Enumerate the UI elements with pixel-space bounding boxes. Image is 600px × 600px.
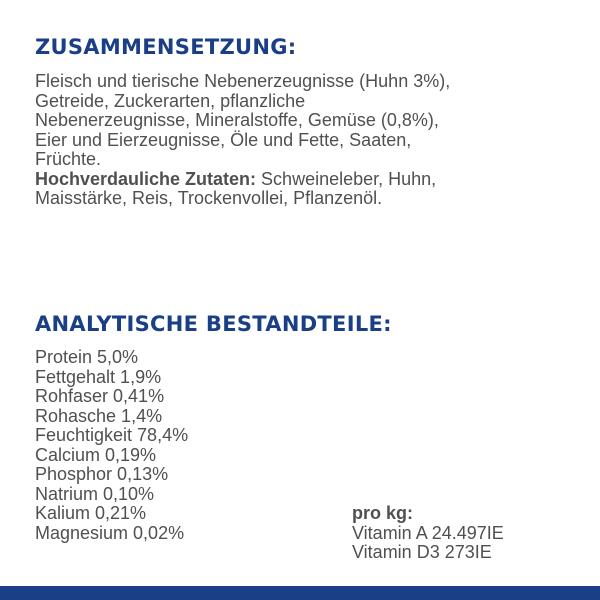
analytic-heading: ANALYTISCHE BESTANDTEILE: bbox=[35, 312, 392, 336]
analytic-item: Feuchtigkeit 78,4% bbox=[35, 425, 189, 445]
analytic-item: Magnesium 0,02% bbox=[35, 522, 185, 543]
per-kg-item: Vitamin A 24.497IE bbox=[352, 522, 504, 543]
composition-line: Getreide, Zuckerarten, pflanzliche bbox=[35, 90, 306, 111]
analytic-item: Fettgehalt 1,9% bbox=[35, 366, 162, 387]
digestible-ingredients-label: Hochverdauliche Zutaten: bbox=[35, 168, 257, 189]
composition-line: Nebenerzeugnisse, Mineralstoffe, Gemüse … bbox=[35, 110, 439, 130]
digestible-ingredients-line-2: Maisstärke, Reis, Trockenvollei, Pflanze… bbox=[35, 188, 383, 208]
composition-text: Fleisch und tierische Nebenerzeugnisse (… bbox=[35, 71, 575, 209]
per-kg-block: pro kg: Vitamin A 24.497IE Vitamin D3 27… bbox=[352, 503, 504, 563]
analytic-item: Kalium 0,21% bbox=[35, 503, 147, 523]
analytic-item: Rohasche 1,4% bbox=[35, 405, 163, 426]
per-kg-item: Vitamin D3 273IE bbox=[352, 542, 492, 562]
analytic-item: Rohfaser 0,41% bbox=[35, 386, 165, 406]
analytic-item: Protein 5,0% bbox=[35, 347, 139, 367]
digestible-ingredients-text: Schweineleber, Huhn, bbox=[256, 168, 437, 189]
analytic-item: Phosphor 0,13% bbox=[35, 464, 169, 484]
composition-line: Früchte. bbox=[35, 149, 102, 169]
composition-line: Fleisch und tierische Nebenerzeugnisse (… bbox=[35, 71, 451, 91]
per-kg-title: pro kg: bbox=[352, 503, 413, 523]
analytic-list: Protein 5,0% Fettgehalt 1,9% Rohfaser 0,… bbox=[35, 347, 189, 543]
composition-heading: ZUSAMMENSETZUNG: bbox=[35, 35, 297, 59]
composition-line: Eier und Eierzeugnisse, Öle und Fette, S… bbox=[35, 129, 412, 150]
bottom-brand-bar bbox=[0, 586, 600, 600]
digestible-ingredients-line: Hochverdauliche Zutaten: Schweineleber, … bbox=[35, 168, 575, 190]
analytic-item: Natrium 0,10% bbox=[35, 483, 155, 504]
analytic-item: Calcium 0,19% bbox=[35, 444, 157, 465]
